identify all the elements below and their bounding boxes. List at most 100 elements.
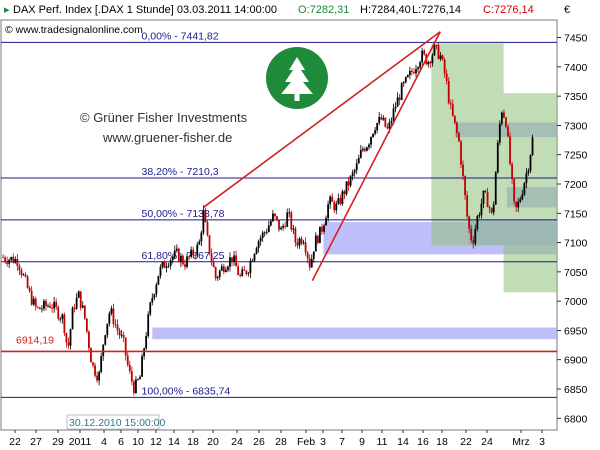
candle-body: [376, 123, 379, 131]
candle-body: [435, 44, 438, 46]
candle-body: [147, 314, 150, 336]
candle-body: [200, 232, 203, 242]
x-tick-label: 28: [275, 436, 287, 448]
x-tick-label: 26: [253, 436, 265, 448]
candle-body: [272, 213, 274, 222]
candle-body: [470, 228, 473, 241]
x-tick-label: 29: [52, 436, 64, 448]
candle-body: [492, 204, 495, 213]
candle-body: [98, 372, 101, 381]
candle-body: [208, 235, 211, 254]
x-tick-label: 22: [9, 436, 21, 448]
candle-body: [190, 249, 193, 257]
candle-body: [171, 257, 174, 261]
header-open: O:7282,31: [298, 4, 349, 16]
low-annotation: 30.12.2010 15:00:00: [66, 414, 166, 430]
candle-body: [458, 133, 460, 142]
candle-body: [124, 337, 127, 356]
candle-body: [451, 104, 454, 116]
candle-body: [319, 226, 321, 243]
candle-body: [494, 172, 497, 205]
candle-body: [69, 329, 72, 346]
support-label-bg: [3, 332, 63, 347]
candle-body: [482, 190, 485, 204]
x-tick-label: 7: [339, 436, 345, 448]
candle-body: [63, 314, 66, 334]
y-tick-label: 7150: [564, 208, 588, 220]
x-tick-label: 14: [397, 436, 409, 448]
candle-body: [404, 77, 407, 83]
candle-body: [265, 231, 268, 233]
candle-body: [216, 277, 219, 279]
candle-body: [85, 318, 88, 332]
candle-body: [110, 308, 113, 314]
header-high: H:7284,40: [360, 4, 411, 16]
candle-body: [100, 356, 103, 373]
candle-body: [304, 242, 307, 253]
candle-body: [235, 255, 238, 267]
candle-body: [511, 164, 513, 180]
candle-body: [276, 216, 278, 220]
candle-body: [102, 344, 105, 357]
candle-body: [206, 222, 209, 236]
candle-body: [484, 190, 487, 193]
trend-line: [202, 31, 441, 209]
candle-body: [220, 266, 223, 271]
candle-body: [61, 314, 64, 319]
candle-body: [478, 214, 481, 217]
candle-body: [212, 261, 215, 268]
candle-body: [57, 307, 60, 319]
candle-body: [292, 228, 295, 230]
candle-body: [128, 364, 131, 372]
candle-body: [488, 207, 491, 209]
candle-body: [521, 194, 524, 200]
candle-body: [500, 112, 503, 124]
candle-body: [411, 70, 413, 73]
candle-body: [408, 70, 411, 75]
watermark-company: © Grüner Fisher Investments: [80, 110, 248, 125]
y-tick-label: 7000: [564, 296, 588, 308]
candle-body: [241, 269, 244, 276]
zones-layer: [152, 43, 557, 340]
y-tick-label: 6900: [564, 355, 588, 367]
candle-body: [196, 244, 199, 256]
x-tick-label: 6: [118, 436, 124, 448]
candle-body: [433, 44, 436, 56]
candle-body: [90, 348, 92, 363]
candle-body: [36, 306, 39, 308]
x-tick-label: 18: [436, 436, 448, 448]
candle-body: [26, 276, 29, 288]
candle-body: [363, 148, 366, 151]
candle-body: [151, 297, 154, 303]
fib-label: 50,00% - 7138,78: [142, 208, 225, 220]
candle-body: [79, 291, 82, 308]
candle-body: [439, 55, 442, 59]
candle-body: [290, 212, 293, 230]
candle-body: [329, 196, 332, 205]
x-tick-label: 24: [231, 436, 243, 448]
candle-body: [312, 251, 315, 259]
candle-body: [71, 307, 74, 330]
candle-body: [325, 218, 327, 226]
x-tick-label: 14: [168, 436, 180, 448]
candle-body: [229, 257, 231, 267]
candle-body: [224, 269, 227, 273]
candle-body: [94, 365, 96, 376]
candle-body: [498, 123, 501, 143]
candle-body: [137, 379, 139, 381]
candle-body: [480, 203, 483, 215]
candle-body: [337, 198, 340, 204]
candle-body: [233, 255, 235, 262]
candle-body: [372, 133, 374, 137]
candle-body: [496, 142, 499, 173]
candle-body: [116, 324, 119, 331]
candle-body: [278, 219, 280, 230]
candle-body: [120, 334, 123, 336]
header-close: C:7276,14: [483, 4, 534, 16]
candle-body: [486, 192, 489, 208]
candle-body: [249, 260, 252, 274]
candle-body: [396, 97, 399, 107]
candle-body: [255, 248, 258, 254]
y-tick-label: 7450: [564, 33, 588, 45]
candle-body: [253, 253, 256, 261]
